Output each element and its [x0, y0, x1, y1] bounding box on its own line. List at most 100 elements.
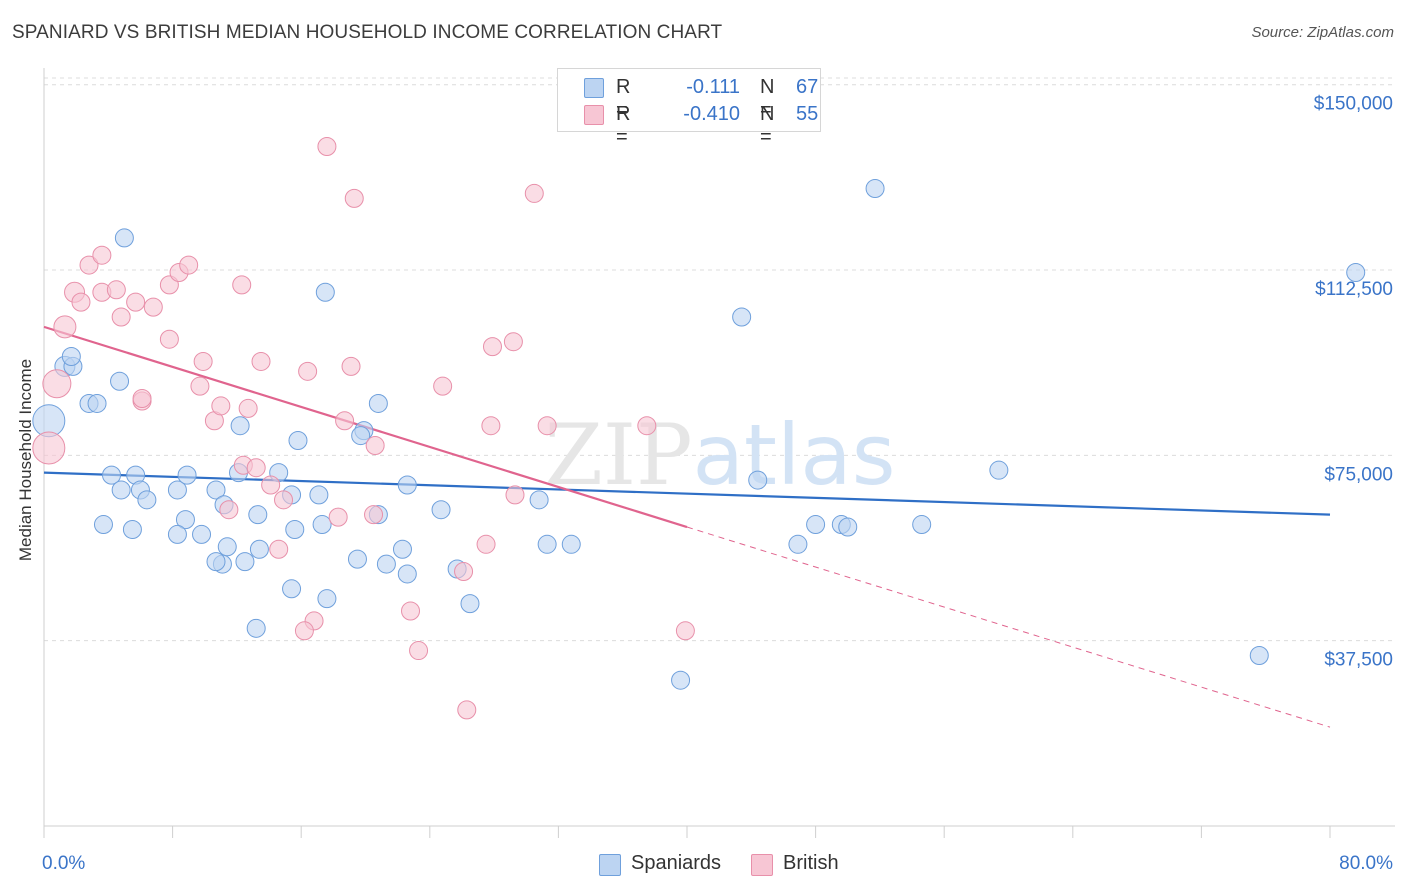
y-tick-label: $150,000	[1314, 94, 1393, 115]
point-spaniards	[93, 515, 113, 535]
point-british	[251, 351, 271, 371]
point-spaniards	[1249, 646, 1269, 666]
spaniards-swatch	[584, 78, 604, 98]
y-tick-label: $75,000	[1324, 464, 1393, 485]
point-british	[409, 641, 429, 661]
chart-source: Source: ZipAtlas.com	[1251, 24, 1394, 41]
point-spaniards	[989, 460, 1009, 480]
point-british	[132, 389, 152, 409]
point-spaniards	[175, 510, 195, 530]
point-british	[401, 601, 421, 621]
point-british	[433, 376, 453, 396]
point-british	[482, 337, 502, 357]
point-spaniards	[61, 347, 81, 367]
point-spaniards	[806, 515, 826, 535]
point-british	[537, 416, 557, 436]
point-spaniards	[192, 524, 212, 544]
point-british	[341, 356, 361, 376]
point-british	[481, 416, 501, 436]
point-spaniards	[111, 480, 131, 500]
point-spaniards	[376, 554, 396, 574]
point-spaniards	[87, 393, 107, 413]
point-spaniards	[368, 393, 388, 413]
point-spaniards	[167, 524, 187, 544]
point-british	[32, 431, 66, 465]
watermark: ZIPatlas	[544, 406, 895, 504]
point-spaniards	[1346, 263, 1366, 283]
point-spaniards	[397, 475, 417, 495]
point-british	[476, 534, 496, 554]
r-value: -0.410	[683, 103, 740, 125]
point-spaniards	[865, 178, 885, 198]
point-spaniards	[732, 307, 752, 327]
point-british	[238, 398, 258, 418]
point-spaniards	[912, 515, 932, 535]
point-british	[457, 700, 477, 720]
point-british	[344, 188, 364, 208]
correlation-legend: R = -0.111 N = 67 R = -0.410 N = 55	[557, 68, 821, 148]
point-british	[317, 136, 337, 156]
r-label: R =	[616, 76, 631, 121]
point-spaniards	[529, 490, 549, 510]
point-spaniards	[285, 519, 305, 539]
x-tick-label-max: 80.0%	[1339, 853, 1393, 874]
point-british	[364, 505, 384, 525]
point-spaniards	[460, 594, 480, 614]
point-british	[42, 369, 72, 399]
point-british	[505, 485, 525, 505]
point-british	[211, 396, 231, 416]
point-british	[298, 361, 318, 381]
point-british	[106, 280, 126, 300]
point-british	[232, 275, 252, 295]
point-spaniards	[248, 505, 268, 525]
point-spaniards	[312, 515, 332, 535]
point-british	[454, 561, 474, 581]
point-british	[294, 621, 314, 641]
n-value: 55	[796, 103, 819, 125]
point-spaniards	[309, 485, 329, 505]
point-british	[111, 307, 131, 327]
y-tick-label: $37,500	[1324, 650, 1393, 671]
chart-title: SPANIARD VS BRITISH MEDIAN HOUSEHOLD INC…	[12, 22, 723, 43]
point-spaniards	[167, 480, 187, 500]
point-british	[503, 332, 523, 352]
point-spaniards	[206, 552, 226, 572]
point-spaniards	[788, 534, 808, 554]
x-tick-label-min: 0.0%	[42, 853, 85, 874]
point-spaniards	[317, 589, 337, 609]
point-british	[79, 255, 99, 275]
point-british	[219, 500, 239, 520]
point-british	[269, 539, 289, 559]
point-spaniards	[102, 465, 122, 485]
point-british	[335, 411, 355, 431]
spaniards-legend-label: Spaniards	[631, 852, 722, 874]
point-british	[246, 458, 266, 478]
watermark-zip: ZIP	[544, 406, 692, 504]
trend-line-extension	[686, 526, 1331, 728]
point-spaniards	[315, 282, 335, 302]
point-british	[71, 292, 91, 312]
point-british	[53, 315, 77, 339]
data-points	[32, 136, 1366, 720]
point-spaniards	[397, 564, 417, 584]
n-label: N =	[760, 103, 775, 148]
point-spaniards	[235, 552, 255, 572]
point-spaniards	[282, 579, 302, 599]
trend-line-spaniards	[43, 471, 1331, 516]
point-spaniards	[122, 519, 142, 539]
point-spaniards	[838, 517, 858, 537]
point-spaniards	[748, 470, 768, 490]
point-british	[675, 621, 695, 641]
point-british	[126, 292, 146, 312]
point-british	[193, 351, 213, 371]
point-spaniards	[206, 480, 226, 500]
spaniards-legend-swatch	[599, 854, 621, 876]
point-spaniards	[114, 228, 134, 248]
point-british	[143, 297, 163, 317]
point-british	[159, 329, 179, 349]
point-spaniards	[110, 371, 130, 391]
r-value: -0.111	[686, 76, 740, 98]
point-british	[365, 435, 385, 455]
british-legend-label: British	[783, 852, 839, 874]
